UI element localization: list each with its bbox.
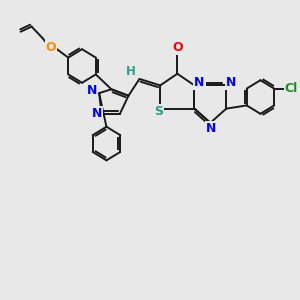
Text: N: N xyxy=(92,107,102,120)
Text: O: O xyxy=(46,41,56,54)
Text: N: N xyxy=(87,84,97,97)
Text: Cl: Cl xyxy=(285,82,298,95)
Text: N: N xyxy=(226,76,236,89)
Text: O: O xyxy=(172,41,183,54)
Text: H: H xyxy=(126,65,136,78)
Text: N: N xyxy=(194,76,205,89)
Text: N: N xyxy=(206,122,217,135)
Text: S: S xyxy=(154,105,163,118)
